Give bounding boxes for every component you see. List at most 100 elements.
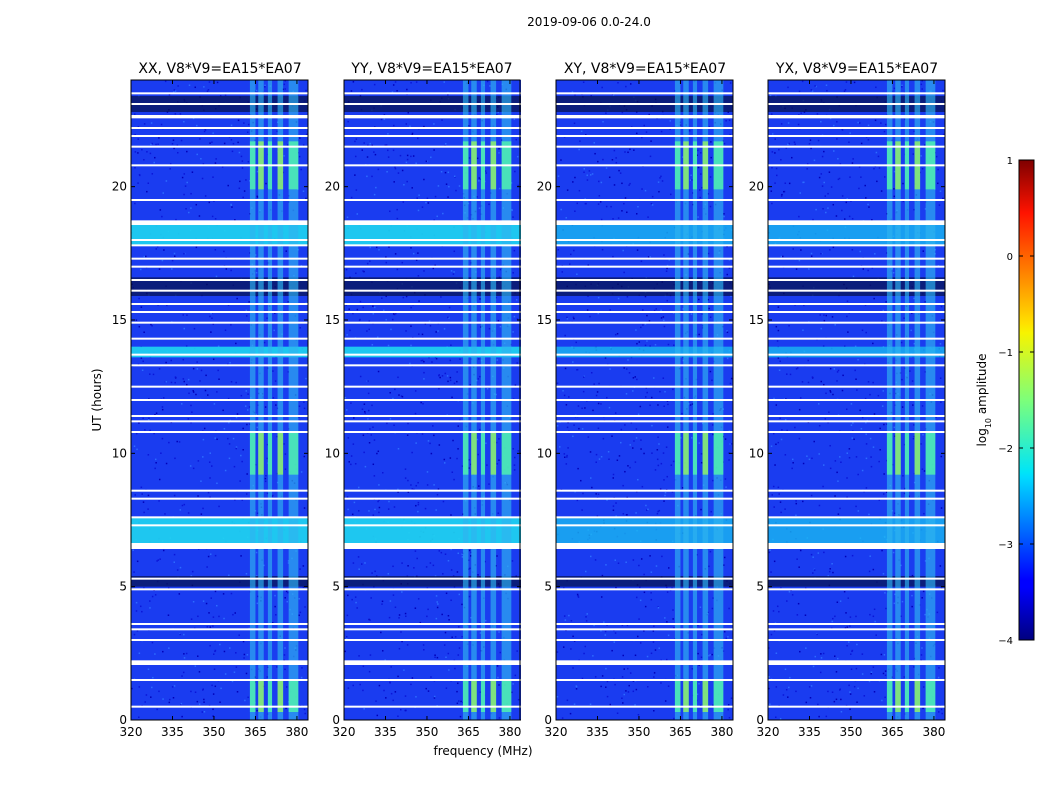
noise-speck <box>274 594 276 597</box>
noise-speck <box>623 271 625 274</box>
noise-speck <box>457 682 459 685</box>
noise-speck <box>666 475 669 478</box>
noise-speck <box>709 550 712 553</box>
noise-speck <box>275 404 277 406</box>
noise-speck <box>458 700 460 702</box>
noise-speck <box>247 696 249 699</box>
noise-speck <box>664 494 666 497</box>
noise-speck <box>853 438 855 441</box>
noise-speck <box>624 424 626 426</box>
colorbar-label-log: log <box>975 428 989 446</box>
y-tick-label: 20 <box>749 180 764 194</box>
noise-speck <box>663 479 665 481</box>
noise-speck <box>803 304 805 307</box>
noise-speck <box>154 414 156 416</box>
noise-speck <box>415 442 417 444</box>
noise-speck <box>855 615 857 618</box>
noise-speck <box>911 605 913 608</box>
noise-speck <box>565 217 567 219</box>
noise-speck <box>214 685 217 688</box>
noise-speck <box>880 653 883 656</box>
noise-speck <box>849 132 851 134</box>
noise-speck <box>614 333 617 336</box>
noise-speck <box>411 187 413 189</box>
noise-speck <box>136 630 139 632</box>
y-tick-label: 5 <box>544 580 552 594</box>
noise-speck <box>441 613 443 616</box>
noise-speck <box>427 202 430 204</box>
noise-speck <box>141 369 144 372</box>
noise-speck <box>211 317 213 319</box>
noise-speck <box>442 573 444 575</box>
noise-speck <box>433 123 435 125</box>
noise-speck <box>286 144 289 146</box>
noise-speck <box>390 328 392 331</box>
colorbar-gradient <box>1018 159 1035 641</box>
noise-speck <box>637 205 639 208</box>
noise-speck <box>134 166 136 169</box>
flagged-row <box>556 303 733 305</box>
flagged-row <box>131 497 308 500</box>
flagged-row <box>768 420 945 423</box>
noise-speck <box>488 483 490 485</box>
noise-speck <box>238 634 240 636</box>
noise-speck <box>223 617 225 620</box>
noise-speck <box>454 667 456 670</box>
noise-speck <box>381 600 384 603</box>
y-tick-label: 0 <box>756 713 764 727</box>
noise-speck <box>854 369 856 372</box>
noise-speck <box>241 160 244 162</box>
noise-speck <box>190 421 192 424</box>
noise-speck <box>811 457 813 460</box>
noise-speck <box>837 480 839 482</box>
noise-speck <box>884 592 886 594</box>
x-tick-label: 380 <box>922 725 945 739</box>
noise-speck <box>285 707 287 710</box>
noise-speck <box>845 408 848 411</box>
noise-speck <box>393 313 396 316</box>
noise-speck <box>636 378 638 381</box>
noise-speck <box>300 471 303 473</box>
noise-speck <box>404 477 407 479</box>
y-tick-label: 20 <box>112 180 127 194</box>
noise-speck <box>569 712 572 715</box>
noise-speck <box>389 210 391 213</box>
noise-speck <box>181 504 184 507</box>
noise-speck <box>387 133 389 135</box>
noise-speck <box>405 295 408 298</box>
noise-speck <box>872 446 875 448</box>
noise-speck <box>770 445 773 447</box>
noise-speck <box>627 465 629 467</box>
noise-speck <box>770 190 773 192</box>
noise-speck <box>566 456 568 458</box>
flagged-row <box>556 497 733 500</box>
noise-speck <box>182 378 185 380</box>
noise-speck <box>188 84 191 87</box>
noise-speck <box>643 452 645 455</box>
noise-speck <box>794 304 796 306</box>
noise-speck <box>658 509 661 512</box>
flagged-row <box>131 353 308 356</box>
noise-speck <box>861 653 864 655</box>
noise-speck <box>690 437 693 439</box>
noise-speck <box>848 684 850 687</box>
noise-speck <box>298 416 300 419</box>
noise-speck <box>729 82 732 84</box>
noise-speck <box>362 306 364 309</box>
noise-speck <box>708 307 710 310</box>
noise-speck <box>833 150 835 152</box>
flagged-row <box>556 705 733 708</box>
noise-speck <box>181 715 183 718</box>
noise-speck <box>625 368 628 370</box>
noise-speck <box>886 252 888 254</box>
flagged-row <box>344 431 521 433</box>
noise-speck <box>593 142 596 144</box>
noise-speck <box>434 654 436 656</box>
noise-speck <box>582 390 585 393</box>
noise-speck <box>813 440 815 443</box>
flagged-row <box>768 145 945 148</box>
noise-speck <box>882 493 885 495</box>
flagged-row <box>344 92 521 95</box>
noise-speck <box>514 170 516 173</box>
noise-speck <box>457 448 459 450</box>
